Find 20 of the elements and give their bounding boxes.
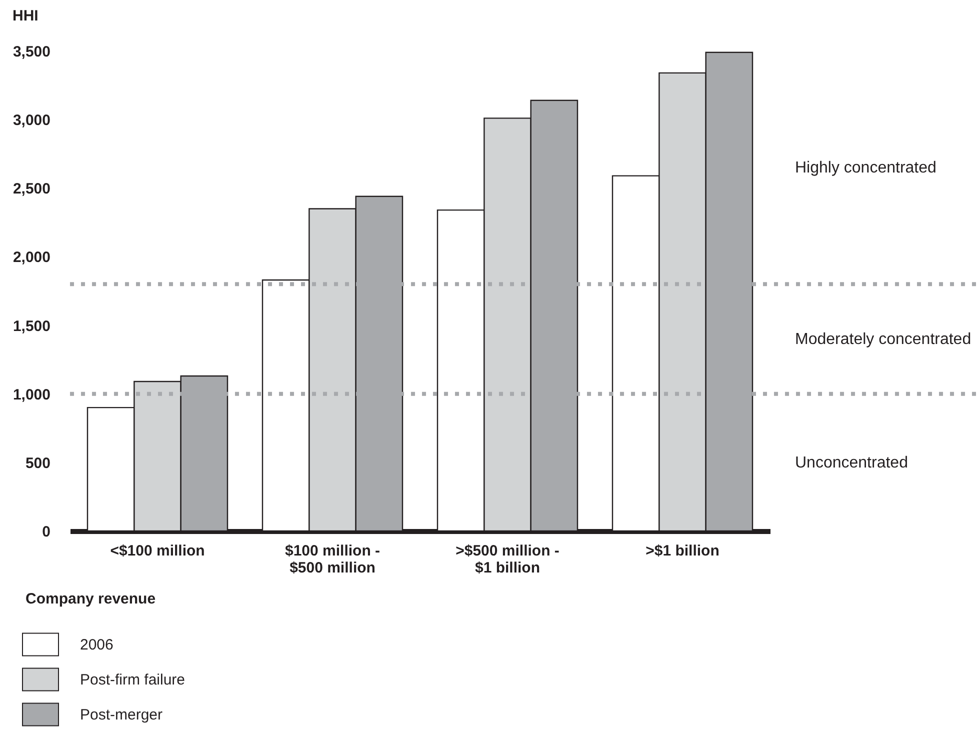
text: Moderately concentrated xyxy=(795,331,972,348)
legend-label: Post-firm failure xyxy=(80,672,186,688)
y-axis-title: HHI xyxy=(12,8,38,24)
text: Unconcentrated xyxy=(795,454,908,472)
x-axis-title: Company revenue xyxy=(26,590,156,608)
y-tick-label: 3,000 xyxy=(12,112,50,130)
y-tick-label: 0 xyxy=(42,524,50,540)
y-tick-label: 2,500 xyxy=(12,180,50,198)
legend-label: 2006 xyxy=(80,636,114,654)
y-tick-label: 1,500 xyxy=(12,318,50,335)
x-tick-label: $100 million - $500 million xyxy=(284,542,380,576)
y-tick-label: 500 xyxy=(25,454,50,472)
text: Highly concentrated xyxy=(795,160,936,177)
y-tick-label: 1,000 xyxy=(12,386,50,404)
x-tick-label: >$500 million - $1 billion xyxy=(456,542,560,576)
x-tick-label: >$1 billion xyxy=(646,542,720,560)
legend-label: Post-merger xyxy=(80,706,163,724)
x-tick-label: <$100 million xyxy=(110,542,205,560)
y-tick-label: 2,000 xyxy=(12,249,50,266)
y-tick-label: 3,500 xyxy=(12,44,50,60)
